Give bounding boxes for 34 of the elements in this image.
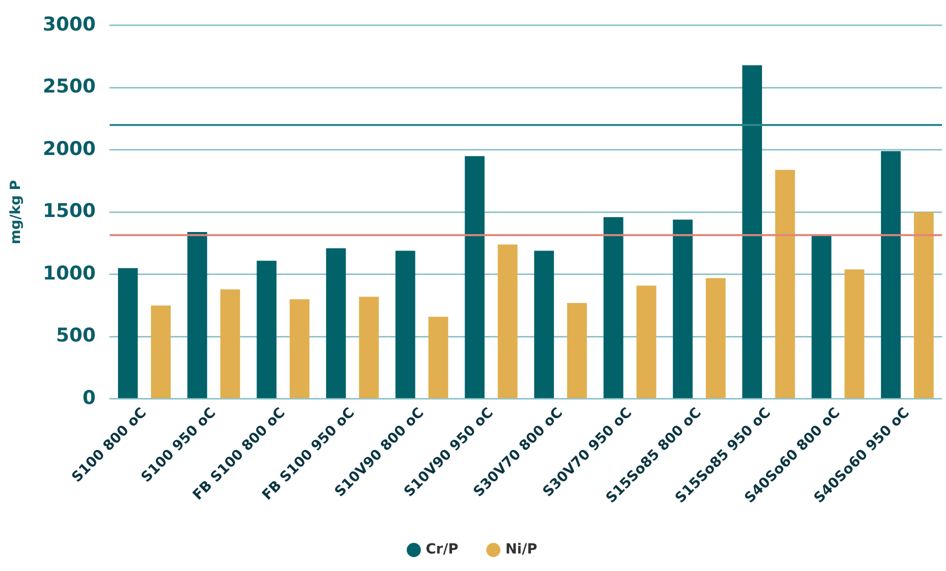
y-tick-label: 500 bbox=[56, 324, 96, 347]
bar bbox=[395, 250, 416, 398]
y-tick-label: 0 bbox=[82, 386, 96, 409]
bar bbox=[812, 236, 832, 398]
bar bbox=[150, 306, 171, 398]
bar bbox=[359, 296, 379, 398]
y-tick-label: 1000 bbox=[42, 262, 96, 284]
bar bbox=[636, 286, 656, 398]
bar bbox=[672, 220, 693, 398]
bar bbox=[256, 260, 276, 398]
bar bbox=[844, 269, 864, 398]
bar bbox=[187, 232, 208, 398]
bar bbox=[604, 217, 624, 398]
y-tick-label: 1500 bbox=[42, 200, 96, 222]
y-tick-label: 2500 bbox=[42, 76, 96, 98]
bar bbox=[118, 268, 138, 398]
bar bbox=[464, 156, 485, 398]
y-tick-label: 2000 bbox=[42, 138, 96, 160]
y-axis-title: mg/kg P bbox=[8, 180, 24, 244]
bar bbox=[914, 212, 934, 398]
bar bbox=[498, 244, 518, 398]
bar bbox=[742, 65, 762, 398]
bar bbox=[706, 278, 726, 398]
bar bbox=[534, 250, 554, 398]
bar bbox=[567, 303, 587, 398]
bar bbox=[326, 248, 346, 398]
bar bbox=[775, 170, 795, 398]
bar bbox=[220, 289, 240, 398]
bar bbox=[428, 316, 448, 398]
legend-label: Ni/P bbox=[505, 542, 538, 558]
y-tick-label: 3000 bbox=[42, 13, 96, 36]
bar bbox=[290, 299, 310, 398]
legend-label: Cr/P bbox=[426, 542, 458, 558]
bar bbox=[880, 151, 901, 398]
